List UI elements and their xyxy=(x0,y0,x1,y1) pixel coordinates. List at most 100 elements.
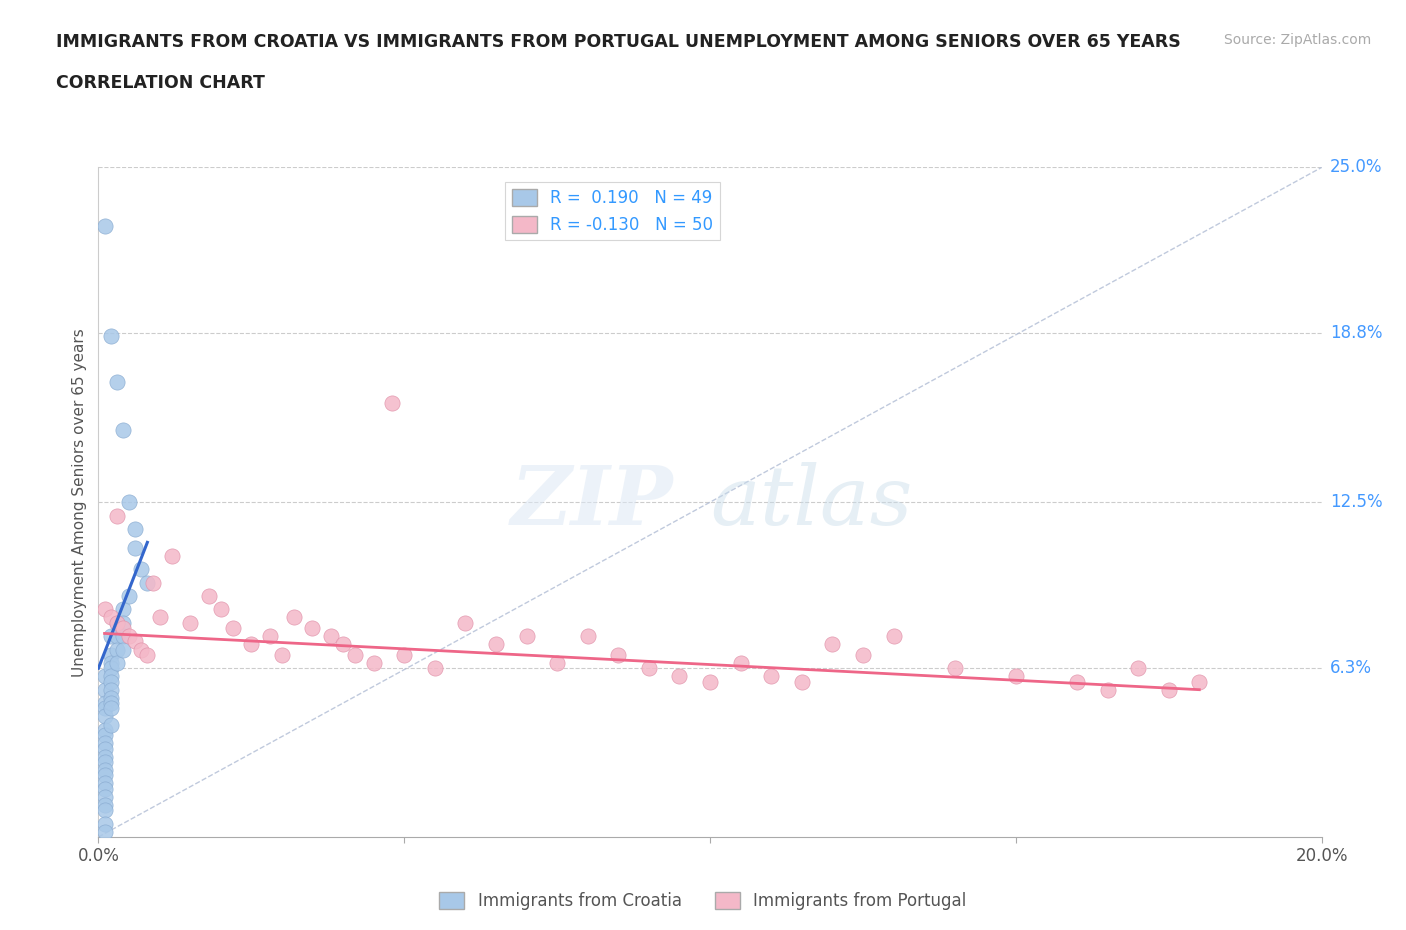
Text: 12.5%: 12.5% xyxy=(1330,493,1382,512)
Point xyxy=(319,629,342,644)
Point xyxy=(93,776,115,790)
Point xyxy=(93,741,115,756)
Text: 25.0%: 25.0% xyxy=(1330,158,1382,177)
Point xyxy=(301,620,323,635)
Point xyxy=(93,669,115,684)
Point xyxy=(100,661,122,676)
Point xyxy=(93,797,115,812)
Point xyxy=(100,717,122,732)
Point xyxy=(93,701,115,716)
Point xyxy=(124,634,146,649)
Point xyxy=(516,629,538,644)
Point xyxy=(93,803,115,817)
Point xyxy=(423,661,446,676)
Point xyxy=(136,647,159,662)
Text: 6.3%: 6.3% xyxy=(1330,659,1372,677)
Point xyxy=(1157,683,1180,698)
Point xyxy=(93,750,115,764)
Point xyxy=(259,629,281,644)
Point xyxy=(852,647,875,662)
Point xyxy=(1097,683,1119,698)
Point xyxy=(93,219,115,233)
Text: CORRELATION CHART: CORRELATION CHART xyxy=(56,74,266,92)
Point xyxy=(111,422,134,437)
Point xyxy=(943,661,966,676)
Point xyxy=(100,656,122,671)
Y-axis label: Unemployment Among Seniors over 65 years: Unemployment Among Seniors over 65 years xyxy=(72,328,87,677)
Point xyxy=(100,647,122,662)
Point xyxy=(607,647,630,662)
Point xyxy=(637,661,661,676)
Point xyxy=(105,616,128,631)
Point xyxy=(100,683,122,698)
Point xyxy=(142,575,165,590)
Point xyxy=(100,674,122,689)
Point xyxy=(129,562,152,577)
Point xyxy=(111,620,134,635)
Point xyxy=(118,589,141,604)
Point xyxy=(93,763,115,777)
Point xyxy=(105,629,128,644)
Point xyxy=(105,656,128,671)
Point xyxy=(283,610,305,625)
Point xyxy=(790,674,813,689)
Legend: R =  0.190   N = 49, R = -0.130   N = 50: R = 0.190 N = 49, R = -0.130 N = 50 xyxy=(505,182,720,241)
Point xyxy=(136,575,159,590)
Text: ZIP: ZIP xyxy=(510,462,673,542)
Point xyxy=(93,696,115,711)
Point xyxy=(111,629,134,644)
Point xyxy=(485,637,508,652)
Point xyxy=(1128,661,1150,676)
Point xyxy=(105,508,128,523)
Point xyxy=(105,642,128,657)
Point xyxy=(93,736,115,751)
Point xyxy=(93,754,115,769)
Point xyxy=(730,656,752,671)
Point xyxy=(759,669,782,684)
Point xyxy=(93,790,115,804)
Point xyxy=(93,817,115,831)
Point xyxy=(129,642,152,657)
Point xyxy=(576,629,599,644)
Point xyxy=(100,690,122,705)
Text: Source: ZipAtlas.com: Source: ZipAtlas.com xyxy=(1223,33,1371,46)
Point xyxy=(118,629,141,644)
Legend: Immigrants from Croatia, Immigrants from Portugal: Immigrants from Croatia, Immigrants from… xyxy=(433,885,973,917)
Point xyxy=(668,669,690,684)
Point xyxy=(100,629,122,644)
Point xyxy=(222,620,245,635)
Point xyxy=(546,656,568,671)
Point xyxy=(93,709,115,724)
Text: IMMIGRANTS FROM CROATIA VS IMMIGRANTS FROM PORTUGAL UNEMPLOYMENT AMONG SENIORS O: IMMIGRANTS FROM CROATIA VS IMMIGRANTS FR… xyxy=(56,33,1181,50)
Point xyxy=(160,549,183,564)
Point xyxy=(381,395,404,410)
Point xyxy=(149,610,172,625)
Point xyxy=(111,602,134,617)
Point xyxy=(821,637,844,652)
Point xyxy=(209,602,232,617)
Point xyxy=(1066,674,1088,689)
Text: 18.8%: 18.8% xyxy=(1330,325,1382,342)
Point xyxy=(454,616,477,631)
Point xyxy=(124,540,146,555)
Point xyxy=(240,637,263,652)
Point xyxy=(100,328,122,343)
Point xyxy=(392,647,416,662)
Point xyxy=(93,824,115,839)
Point xyxy=(332,637,354,652)
Point xyxy=(93,781,115,796)
Point xyxy=(118,495,141,510)
Point xyxy=(100,696,122,711)
Point xyxy=(93,683,115,698)
Point xyxy=(270,647,292,662)
Point xyxy=(699,674,721,689)
Point xyxy=(1188,674,1211,689)
Point xyxy=(111,616,134,631)
Point xyxy=(93,602,115,617)
Point xyxy=(344,647,367,662)
Point xyxy=(100,610,122,625)
Point xyxy=(105,374,128,389)
Point xyxy=(93,723,115,737)
Point xyxy=(93,768,115,783)
Point xyxy=(100,669,122,684)
